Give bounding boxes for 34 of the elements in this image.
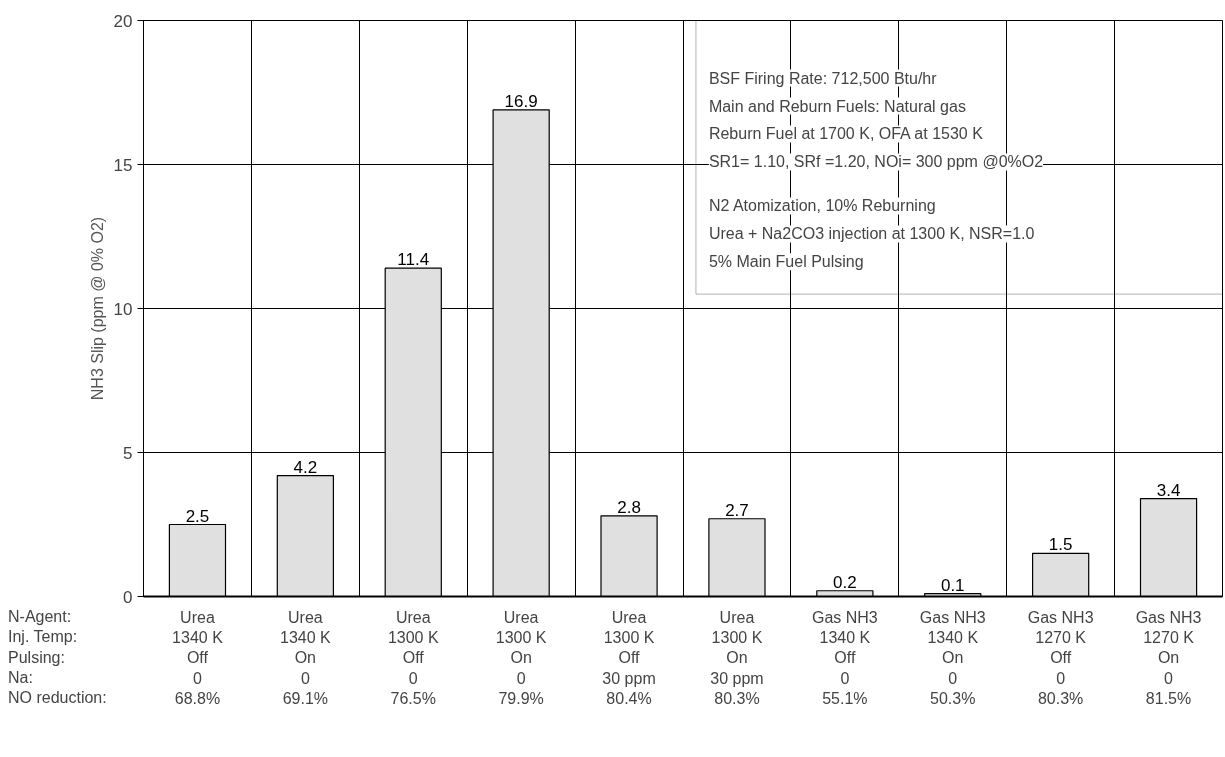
data-label: 3.4 xyxy=(1156,480,1181,500)
y-tick-label: 15 xyxy=(113,155,133,175)
x-tick-label: Urea 1300 K On 0 79.9% xyxy=(495,608,547,708)
data-label: 0.1 xyxy=(940,575,965,595)
data-label: 4.2 xyxy=(293,457,318,477)
y-tick-label: 10 xyxy=(113,299,133,319)
annotation: Reburn Fuel at 1700 K, OFA at 1530 K xyxy=(708,125,984,143)
x-tick-label: Gas NH3 1270 K On 0 81.5% xyxy=(1135,608,1202,708)
y-tick-label: 0 xyxy=(123,587,133,607)
x-tick-label: Gas NH3 1270 K Off 0 80.3% xyxy=(1027,608,1094,708)
y-tick-label: 5 xyxy=(123,443,133,463)
x-tick-label: Urea 1300 K On 30 ppm 80.3% xyxy=(710,608,764,708)
data-label: 16.9 xyxy=(504,91,538,111)
data-label: 1.5 xyxy=(1048,535,1073,555)
annotation: BSF Firing Rate: 712,500 Btu/hr xyxy=(708,69,938,87)
x-tick-label: Urea 1300 K Off 30 ppm 80.4% xyxy=(602,608,656,708)
x-tick-label: Urea 1340 K Off 0 68.8% xyxy=(172,608,224,708)
x-tick-label: Urea 1340 K On 0 69.1% xyxy=(279,608,332,708)
data-label: 2.8 xyxy=(617,497,641,517)
x-axis-title: N-Agent: Inj. Temp: Pulsing: Na: NO reduction: xyxy=(8,607,107,709)
data-label: 0.2 xyxy=(833,572,857,592)
annotation: N2 Atomization, 10% Reburning xyxy=(708,197,936,215)
data-label: 2.7 xyxy=(725,500,749,520)
annotation: 5% Main Fuel Pulsing xyxy=(708,253,864,271)
y-axis-title: NH3 Slip (ppm @ 0% O2) xyxy=(88,216,106,401)
annotation: Main and Reburn Fuels: Natural gas xyxy=(708,97,966,115)
data-label: 11.4 xyxy=(397,250,430,270)
x-tick-label: Gas NH3 1340 K Off 0 55.1% xyxy=(811,608,878,708)
data-label: 2.5 xyxy=(185,506,210,526)
annotation: SR1= 1.10, SRf =1.20, NOi= 300 ppm @0%O2 xyxy=(708,153,1044,171)
x-tick-label: Gas NH3 1340 K On 0 50.3% xyxy=(919,608,986,708)
y-tick-label: 20 xyxy=(113,11,133,31)
x-tick-label: Urea 1300 K Off 0 76.5% xyxy=(387,608,439,708)
annotation: Urea + Na2CO3 injection at 1300 K, NSR=1.0 xyxy=(708,225,1035,243)
